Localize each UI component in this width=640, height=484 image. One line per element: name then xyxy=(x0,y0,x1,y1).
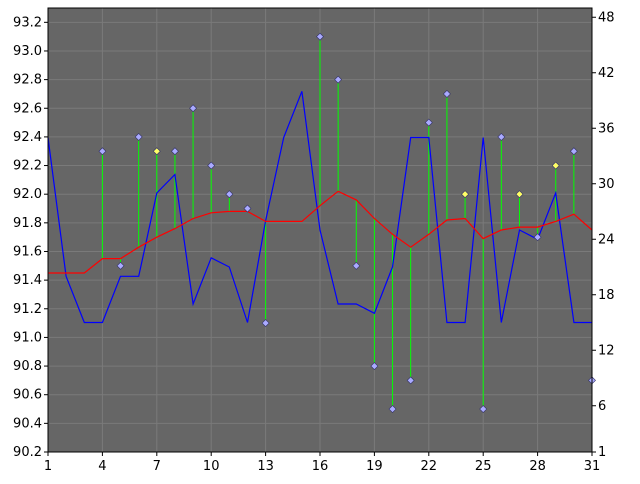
data-marker xyxy=(424,118,433,127)
data-marker xyxy=(388,405,397,413)
series-lines xyxy=(47,91,593,324)
series-line-1 xyxy=(48,190,593,274)
data-marker xyxy=(370,362,379,370)
y-right-tick-label: 48 xyxy=(598,10,615,25)
x-tick-label: 1 xyxy=(44,459,52,474)
data-marker xyxy=(189,104,197,113)
y-left-tick-label: 90.4 xyxy=(13,416,42,431)
x-tick-label: 13 xyxy=(257,459,274,474)
data-marker xyxy=(171,147,179,156)
data-marker xyxy=(243,204,252,213)
data-marker xyxy=(533,233,542,242)
y-right-tick-label: 6 xyxy=(598,399,606,414)
x-tick-label: 31 xyxy=(584,459,601,474)
y-left-tick-label: 93.2 xyxy=(13,15,42,30)
data-marker xyxy=(461,190,469,199)
data-marker xyxy=(134,132,143,141)
y-left-tick-label: 90.6 xyxy=(13,388,42,403)
x-tick-label: 4 xyxy=(98,459,106,474)
plot-frame xyxy=(47,7,593,453)
data-marker xyxy=(569,147,578,156)
x-tick-label: 10 xyxy=(203,459,220,474)
x-tick-label: 28 xyxy=(529,459,546,474)
y-right-tick-label: 1 xyxy=(598,445,606,460)
y-right-tick-label: 24 xyxy=(598,232,615,247)
y-left-tick-label: 90.8 xyxy=(13,359,42,374)
data-marker xyxy=(497,132,506,141)
data-marker xyxy=(225,190,234,199)
y-left-tick-label: 91.6 xyxy=(13,244,42,259)
x-tick-label: 19 xyxy=(366,459,383,474)
data-marker xyxy=(515,190,524,199)
y-right-tick-label: 36 xyxy=(598,121,615,136)
series-line-0 xyxy=(47,91,592,324)
data-marker xyxy=(98,147,107,156)
y-left-tick-label: 90.2 xyxy=(13,445,42,460)
y-left-tick-label: 92.8 xyxy=(13,73,42,88)
data-marker xyxy=(116,261,125,270)
y-right-tick-label: 30 xyxy=(598,177,615,192)
x-tick-label: 7 xyxy=(153,459,161,474)
y-left-tick-label: 92.6 xyxy=(13,101,42,116)
x-tick-label: 22 xyxy=(421,459,438,474)
y-left-tick-label: 91.2 xyxy=(13,302,42,317)
x-tick-label: 25 xyxy=(475,459,492,474)
y-left-tick-label: 92.0 xyxy=(13,187,42,202)
y-left-tick-label: 92.2 xyxy=(13,159,42,174)
data-marker xyxy=(261,319,270,328)
x-tick-label: 16 xyxy=(312,459,329,474)
data-marker xyxy=(207,161,216,170)
axes: 90.2 90.4 90.6 90.8 91.0 91.2 91.4 91.6 91.8 92.0… xyxy=(13,7,615,474)
y-right-tick-label: 18 xyxy=(598,288,615,303)
data-marker xyxy=(352,261,361,270)
data-marker xyxy=(316,32,324,41)
y-right-tick-label: 42 xyxy=(598,66,615,81)
data-marker xyxy=(443,90,451,98)
y-left-tick-label: 93.0 xyxy=(13,44,42,59)
y-left-tick-label: 91.0 xyxy=(13,330,42,345)
y-left-tick-label: 91.8 xyxy=(13,216,42,231)
data-marker xyxy=(479,405,488,413)
data-marker xyxy=(406,376,415,385)
y-right-tick-label: 12 xyxy=(598,343,615,358)
data-marker xyxy=(152,147,161,156)
y-left-tick-label: 92.4 xyxy=(13,130,42,145)
data-marker xyxy=(334,75,343,84)
data-marker xyxy=(551,161,560,170)
markers xyxy=(98,32,596,413)
y-left-tick-label: 91.4 xyxy=(13,273,42,288)
